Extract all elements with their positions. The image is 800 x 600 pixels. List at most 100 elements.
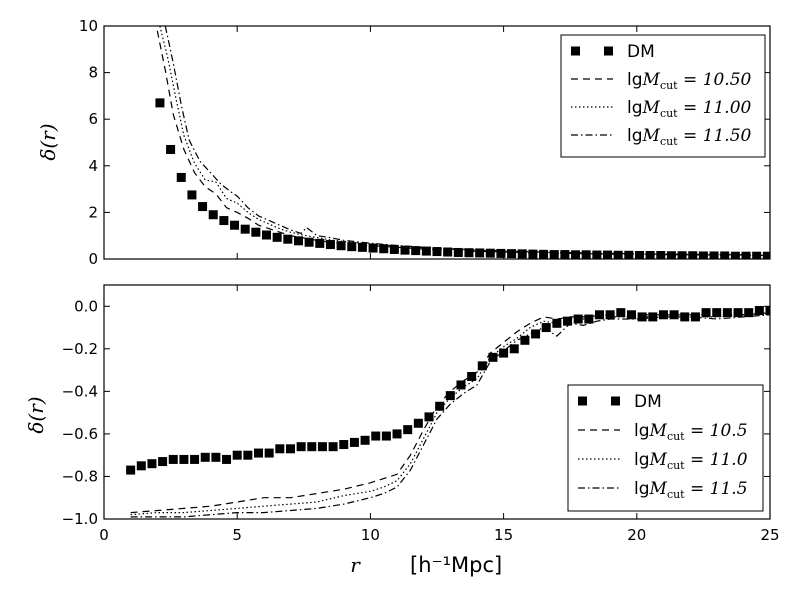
plot-area	[126, 306, 770, 518]
dm-marker	[658, 310, 668, 320]
dm-marker	[293, 236, 303, 246]
dm-marker	[168, 454, 178, 464]
legend-label: lgMcut = 10.5	[634, 421, 748, 443]
dm-marker	[456, 380, 466, 390]
dm-marker	[424, 412, 434, 422]
dm-marker	[509, 344, 519, 354]
dm-marker	[595, 310, 605, 320]
dm-marker	[336, 241, 346, 251]
dm-marker	[443, 247, 453, 257]
dm-marker	[200, 452, 210, 462]
dm-marker	[744, 308, 754, 318]
dm-marker	[477, 361, 487, 371]
dm-marker	[733, 308, 743, 318]
dm-marker	[581, 250, 591, 259]
dm-marker	[453, 247, 463, 257]
dm-marker	[754, 306, 764, 316]
dm-marker	[126, 465, 136, 475]
dm-marker	[541, 323, 551, 333]
dm-marker	[765, 306, 770, 316]
dm-marker	[240, 224, 250, 234]
plot-frame	[103, 25, 771, 260]
legend-label: lgMcut = 11.0	[634, 450, 748, 472]
series-line-dotted	[159, 26, 770, 256]
y-tick-label: 2	[88, 203, 98, 221]
dm-marker	[147, 459, 157, 469]
x-tick-label: 5	[232, 526, 242, 544]
dm-marker	[254, 448, 264, 458]
series-line-dashdot	[164, 26, 770, 256]
x-axis-label: r	[350, 553, 361, 577]
dm-marker	[531, 329, 541, 339]
legend-marker-dm	[611, 396, 620, 406]
x-tick-label: 20	[627, 526, 646, 544]
dm-marker	[230, 220, 240, 230]
dm-marker	[488, 352, 498, 362]
dm-marker	[517, 249, 527, 259]
dm-marker	[637, 312, 647, 322]
dm-marker	[602, 250, 612, 259]
dm-marker	[155, 98, 165, 108]
dm-marker	[701, 308, 711, 318]
y-tick-label: −0.2	[62, 340, 98, 358]
dm-marker	[360, 435, 370, 445]
dm-marker	[381, 431, 391, 441]
series-line-dashed	[156, 30, 770, 257]
dm-marker	[475, 248, 485, 258]
dm-marker	[616, 308, 626, 318]
legend-label: lgMcut = 10.50	[627, 70, 752, 92]
dm-marker	[648, 312, 658, 322]
dm-marker	[283, 234, 293, 244]
dm-marker	[317, 442, 327, 452]
dm-marker	[549, 250, 559, 259]
dm-marker	[272, 232, 282, 242]
dm-marker	[722, 308, 732, 318]
legend-label: lgMcut = 11.00	[627, 98, 752, 120]
legend: DM lgMcut = 10.50 lgMcut = 11.00 lgMcut = 1…	[560, 34, 766, 158]
legend-marker-dm	[604, 46, 613, 56]
dm-marker	[339, 440, 349, 450]
dm-marker	[573, 314, 583, 324]
dm-marker	[222, 454, 232, 464]
legend-marker-dm	[578, 396, 587, 406]
dm-marker	[413, 418, 423, 428]
legend-box	[567, 384, 764, 512]
dm-marker	[328, 442, 338, 452]
legend-label: DM	[627, 42, 655, 62]
dm-marker	[304, 237, 314, 247]
dm-marker	[275, 444, 285, 454]
dm-marker	[296, 442, 306, 452]
dm-marker	[190, 454, 200, 464]
dm-marker	[528, 249, 538, 259]
dm-marker	[347, 242, 357, 252]
y-tick-label: −0.6	[62, 425, 98, 443]
dm-marker	[613, 250, 623, 259]
dm-marker	[251, 227, 261, 237]
dm-marker	[563, 316, 573, 326]
x-tick-label: 15	[494, 526, 513, 544]
dm-marker	[403, 425, 413, 435]
dm-marker	[166, 144, 176, 154]
y-tick-label: 0	[88, 250, 98, 268]
dm-marker	[158, 457, 168, 467]
dm-marker	[179, 454, 189, 464]
dm-marker	[264, 448, 274, 458]
legend-label: lgMcut = 11.50	[627, 126, 752, 148]
series-line-dashed	[130, 312, 770, 514]
dm-marker	[762, 251, 770, 259]
dm-marker	[285, 444, 295, 454]
plot-area	[155, 26, 770, 259]
dm-marker	[421, 246, 431, 256]
dm-marker	[208, 210, 218, 220]
x-tick-label: 25	[760, 526, 779, 544]
dm-marker	[499, 348, 509, 358]
dm-marker	[507, 249, 517, 259]
y-tick-label: 0.0	[74, 297, 98, 315]
dm-marker	[485, 248, 495, 258]
dm-marker	[176, 172, 186, 182]
dm-marker	[584, 314, 594, 324]
plot-frame	[103, 284, 771, 520]
legend: DM lgMcut = 10.5 lgMcut = 11.0 lgMcut = 11.…	[567, 384, 764, 512]
x-tick-label: 0	[99, 526, 109, 544]
